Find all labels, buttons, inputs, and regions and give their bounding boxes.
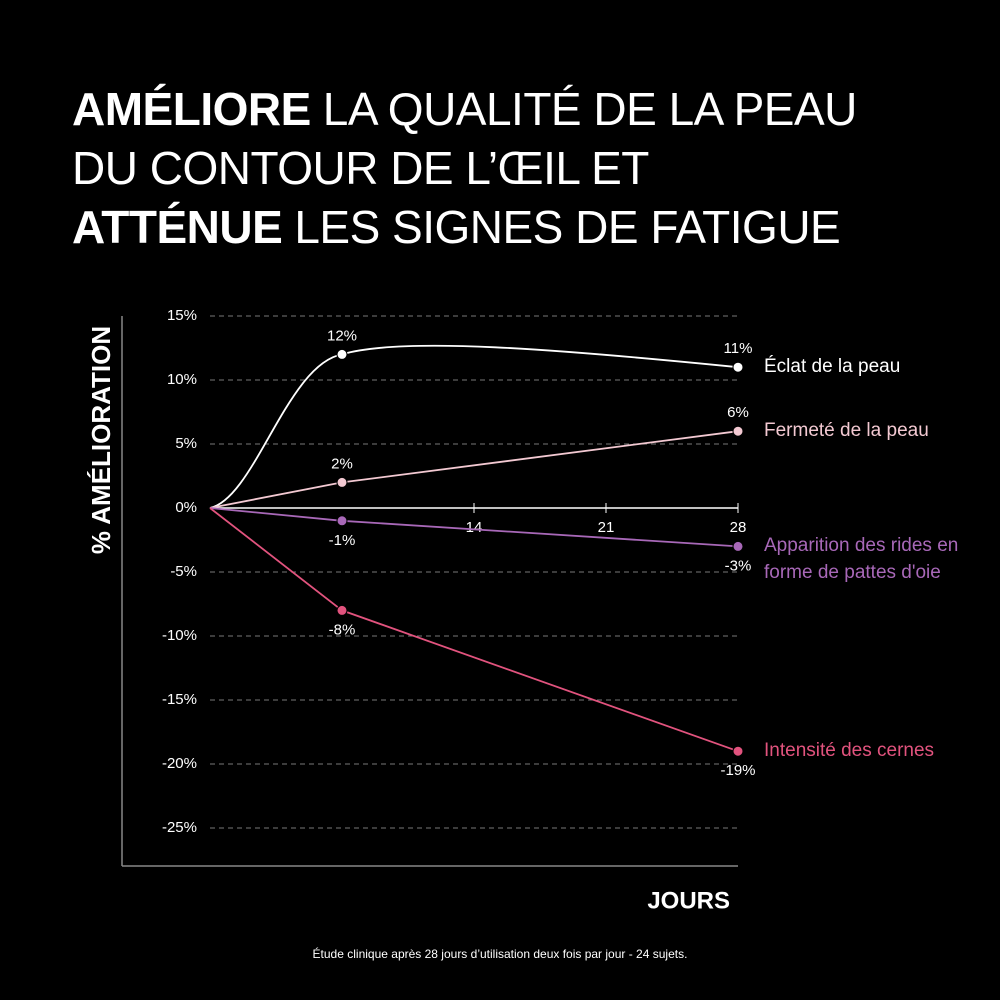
data-label: -1%: [329, 532, 356, 549]
data-point: [336, 604, 348, 616]
footnote: Étude clinique après 28 jours d’utilisat…: [313, 946, 688, 961]
title-segment: LA QUALITÉ DE LA PEAU: [322, 83, 858, 135]
data-label: -8%: [329, 621, 356, 638]
title: AMÉLIORE LA QUALITÉ DE LA PEAU DU CONTOUR …: [72, 80, 857, 257]
data-point: [336, 476, 348, 488]
y-tick-label: -10%: [162, 627, 197, 644]
y-tick-label: -5%: [170, 563, 197, 580]
data-point: [336, 348, 348, 360]
y-tick-label: -15%: [162, 691, 197, 708]
y-tick-label: 5%: [175, 435, 197, 452]
y-tick-label: -20%: [162, 755, 197, 772]
data-point: [732, 745, 744, 757]
data-point: [732, 540, 744, 552]
title-segment: DU CONTOUR DE L’ŒIL ET: [72, 142, 649, 194]
x-tick-label: 28: [730, 519, 747, 536]
legend-label: Intensité des cernes: [764, 740, 935, 762]
y-tick-label: -25%: [162, 819, 197, 836]
series-line: [209, 430, 739, 509]
legend-label: Éclat de la peau: [764, 356, 901, 378]
y-tick-label: 15%: [167, 307, 197, 324]
data-label: 12%: [327, 327, 357, 344]
data-label: 2%: [331, 455, 353, 472]
data-label: -3%: [725, 557, 752, 574]
title-segment: ATTÉNUE: [72, 201, 283, 253]
data-label: 6%: [727, 404, 749, 421]
y-axis-label: % AMÉLIORATION: [86, 326, 116, 554]
legend-label: Apparition des rides en forme de pattes …: [764, 535, 959, 584]
title-line: DU CONTOUR DE L’ŒIL ET: [72, 139, 857, 198]
data-label: 11%: [724, 340, 753, 357]
x-tick-label: 21: [598, 519, 615, 536]
title-segment: AMÉLIORE: [72, 83, 311, 135]
title-line: ATTÉNUE LES SIGNES DE FATIGUE: [72, 198, 857, 257]
data-point: [732, 425, 744, 437]
x-axis-label: JOURS: [647, 887, 730, 914]
title-line: AMÉLIORE LA QUALITÉ DE LA PEAU: [72, 80, 857, 139]
y-tick-label: 0%: [175, 499, 197, 516]
data-point: [732, 361, 744, 373]
y-tick-label: 10%: [167, 371, 197, 388]
legend-label: Fermeté de la peau: [764, 420, 929, 442]
series-line: [209, 344, 739, 509]
x-tick-label: 14: [466, 519, 483, 536]
data-label: -19%: [720, 762, 755, 779]
title-segment: LES SIGNES DE FATIGUE: [294, 201, 841, 253]
series-line: [209, 507, 739, 753]
data-point: [336, 515, 348, 527]
